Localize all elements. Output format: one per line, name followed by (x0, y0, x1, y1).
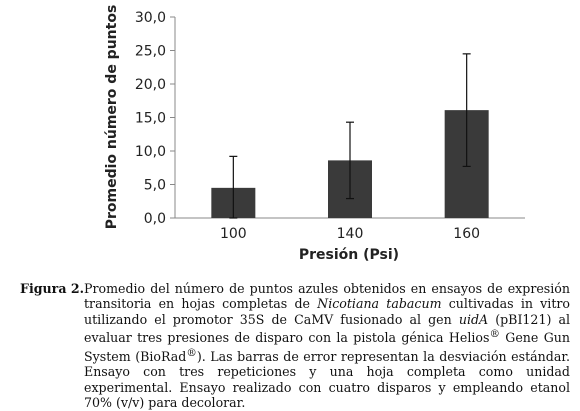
x-tick-label: 160 (453, 226, 480, 242)
caption-label: Figura 2. (20, 281, 85, 296)
x-axis-title: Presión (Psi) (299, 247, 399, 263)
y-tick-label: 30,0 (135, 10, 166, 26)
y-axis-title: Promedio número de puntos (104, 5, 120, 230)
figure-caption: Figura 2. Promedio del número de puntos … (20, 281, 570, 411)
x-tick-label: 100 (220, 226, 247, 242)
y-tick-label: 25,0 (135, 44, 166, 60)
x-tick-label: 140 (337, 226, 364, 242)
y-axis-ticks (170, 16, 175, 219)
error-bar (346, 121, 354, 200)
y-tick-label: 10,0 (135, 144, 166, 160)
error-bar (462, 53, 471, 168)
error-bar (229, 155, 238, 219)
error-bars (229, 53, 471, 219)
x-axis-tick-labels: 100 140 160 (220, 226, 480, 242)
y-tick-label: 0,0 (144, 211, 166, 227)
y-tick-label: 5,0 (144, 178, 166, 194)
y-axis-tick-labels: 0,0 5,0 10,0 15,0 20,0 25,0 30,0 (135, 10, 166, 227)
bar-chart: 0,0 5,0 10,0 15,0 20,0 25,0 30,0 100 140 160 Pre… (104, 5, 525, 263)
caption-text: Promedio del número de puntos azules obt… (84, 281, 570, 411)
y-tick-label: 20,0 (135, 77, 166, 93)
y-tick-label: 15,0 (135, 111, 166, 127)
